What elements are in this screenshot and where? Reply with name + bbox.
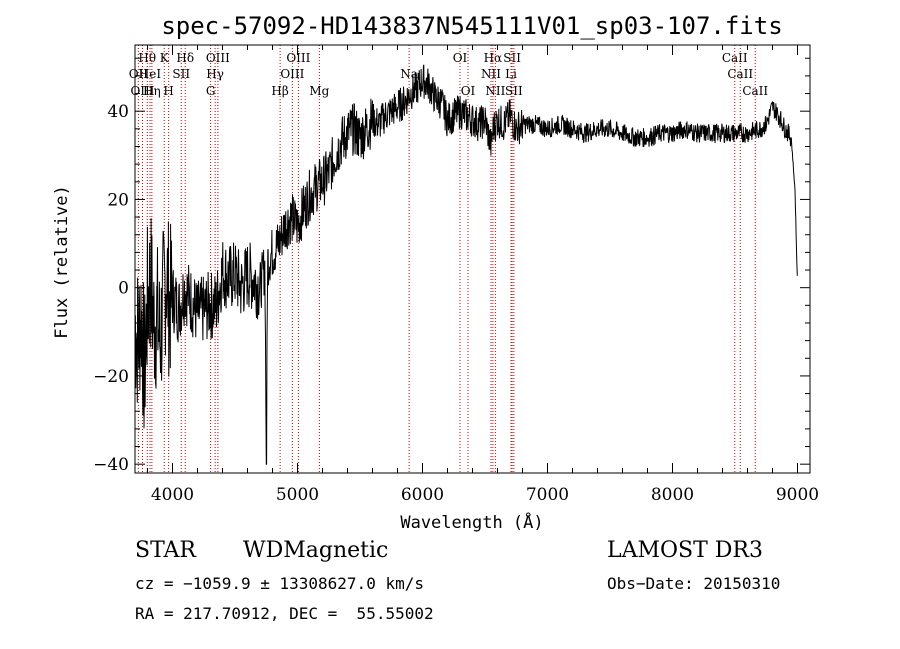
x-tick-label: 7000 [526, 485, 569, 505]
x-axis-label: Wavelength (Å) [400, 511, 543, 533]
spectral-line-label: Hα [484, 51, 503, 65]
spectral-line-label: Mg [309, 84, 329, 98]
spectral-line-label: G [206, 84, 216, 98]
spectral-line-label: OI [461, 84, 476, 98]
spectrum-line [134, 64, 798, 465]
x-tick-label: 4000 [151, 485, 194, 505]
spectral-line-label: Hγ [206, 67, 224, 81]
axes: 4000 5000 6000 7000 8000 9000 −40 −20 0 20 40 [93, 44, 819, 505]
spectral-line-label: OI [453, 51, 468, 65]
spectral-line-label: NII [485, 84, 505, 98]
plot-area [134, 64, 798, 465]
spectral-line-label: CaII [742, 84, 768, 98]
x-tick-label: 5000 [276, 485, 319, 505]
spectral-line-label: SII [172, 67, 190, 81]
spectral-line-label: CaII [727, 67, 753, 81]
spectral-line-label: OIII [286, 51, 310, 65]
spectral-line-label: SII [505, 84, 523, 98]
spectral-line-label: H [163, 84, 173, 98]
obs-date: Obs−Date: 20150310 [607, 574, 781, 593]
spectral-line-label: CaII [722, 51, 748, 65]
x-tick-label: 6000 [401, 485, 444, 505]
redshift-readout: cz = −1059.9 ± 13308627.0 km/s [135, 574, 424, 593]
survey-name: LAMOST DR3 [607, 538, 763, 563]
y-tick-label: 20 [107, 190, 129, 210]
spectral-line-label: Hδ [176, 51, 194, 65]
spectral-line-label: SII [503, 51, 521, 65]
spectral-line-label: Hη [143, 84, 161, 98]
object-class: STAR [135, 538, 196, 563]
y-tick-label: −20 [93, 367, 129, 387]
spectral-line-label: OII [129, 67, 149, 81]
spectral-line-label: HeI [139, 67, 162, 81]
y-axis-label: Flux (relative) [52, 185, 72, 339]
y-tick-label: 0 [118, 279, 129, 299]
chart-title: spec-57092-HD143837N545111V01_sp03-107.f… [161, 12, 782, 40]
spectral-line-label: OIII [206, 51, 230, 65]
coordinates: RA = 217.70912, DEC = 55.55002 [135, 604, 434, 623]
x-tick-label: 9000 [776, 485, 819, 505]
spectral-line-label: Na [400, 67, 418, 81]
spectral-line-label: Li [505, 67, 517, 81]
spectral-line-label: OIII [130, 84, 154, 98]
y-tick-label: −40 [93, 455, 129, 475]
spectral-line-label: NII [481, 67, 501, 81]
x-tick-label: 8000 [651, 485, 694, 505]
spectral-line-label: OIII [280, 67, 304, 81]
spectral-line-label: K [160, 51, 170, 65]
spectral-line-label: Hθ [138, 51, 156, 65]
object-subclass: WDMagnetic [243, 538, 389, 563]
y-tick-label: 40 [107, 102, 129, 122]
spectral-line-label: Hβ [271, 84, 288, 98]
